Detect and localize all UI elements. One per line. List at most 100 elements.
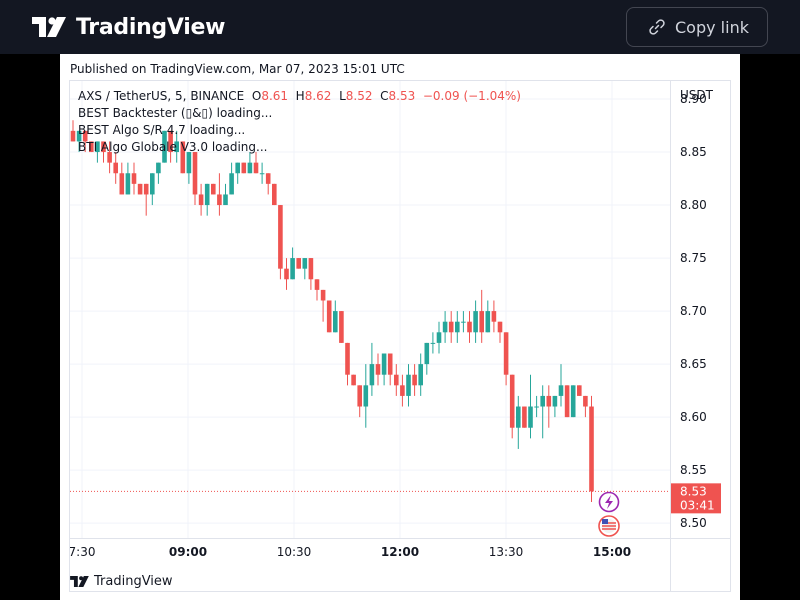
indicator-row[interactable]: BEST Algo S/R 4.7 loading... [78,123,246,137]
time-tick-label: 7:30 [70,545,95,559]
candle [119,162,125,195]
time-tick-label: 15:00 [593,545,631,559]
last-price-label: 8.53 [680,484,707,498]
candle [162,130,167,163]
candle [320,289,326,322]
price-tick-label: 8.50 [680,516,707,530]
candle [485,300,491,333]
chart-legend[interactable]: AXS / TetherUS, 5, BINANCE O8.61 H8.62 L… [78,88,521,156]
open-value: 8.61 [261,89,289,103]
brand-name: TradingView [76,14,226,40]
candle [296,258,301,269]
indicator-row[interactable]: BEST Backtester (▯&▯) loading... [78,106,273,120]
candle [479,289,484,343]
candle [186,152,192,184]
candle [534,395,539,418]
grid-lines [70,81,670,538]
candle [156,162,161,184]
chart-frame[interactable]: USDT 8.90 8.85 8.80 8.75 8.70 8.65 8.60 8.55 8.5… [69,80,731,592]
candle [546,385,552,428]
candle [113,152,118,184]
countdown-label: 03:41 [680,498,715,512]
candle [229,162,234,195]
tradingview-logo-icon [70,576,89,587]
candle [180,141,186,174]
candle [442,311,448,343]
candle [583,395,588,418]
time-tick-label: 13:30 [489,545,524,559]
dividends-icon[interactable] [598,491,620,513]
candle [522,406,527,428]
candle [369,342,375,396]
candle [400,374,405,407]
last-price-badge: 8.53 03:41 [671,483,721,514]
price-tick-label: 8.75 [680,251,707,265]
price-tick-label: 8.80 [680,198,707,212]
symbol-label: AXS / TetherUS, 5, BINANCE [78,89,245,103]
candle [174,130,179,163]
candle [107,141,112,174]
us-flag-icon[interactable] [598,515,620,537]
snapshot-card: Published on TradingView.com, Mar 07, 20… [60,54,740,600]
candle [387,353,393,386]
candle [345,342,350,386]
low-label: L [339,89,346,103]
candle [278,205,283,280]
candle [540,385,545,439]
candle [564,385,570,418]
ohlc-row: AXS / TetherUS, 5, BINANCE O8.61 H8.62 L… [78,88,521,105]
price-tick-label: 8.90 [680,92,707,106]
copy-link-button[interactable]: Copy link [626,7,768,47]
candle [473,300,478,343]
candle [308,258,314,290]
price-axis[interactable]: USDT 8.90 8.85 8.80 8.75 8.70 8.65 8.60 8.55 8.5… [680,88,714,530]
candle [570,385,576,418]
copy-link-label: Copy link [675,17,749,37]
footer-brand: TradingView [94,574,173,589]
price-chart[interactable]: USDT 8.90 8.85 8.80 8.75 8.70 8.65 8.60 8.55 8.5… [70,81,730,591]
candle [351,374,356,386]
candle [253,152,259,174]
top-bar: TradingView Copy link [0,0,800,54]
candle [552,395,558,418]
candle [241,162,247,174]
price-tick-label: 8.70 [680,304,707,318]
candle [357,385,362,418]
candle [339,311,344,343]
candle [467,311,472,343]
tradingview-logo[interactable]: TradingView [32,12,225,42]
candle [284,258,289,290]
candle [497,321,503,343]
candle [259,162,265,184]
candle [247,152,253,174]
candle [290,247,295,280]
candle [143,183,149,216]
candle [424,342,430,375]
candle [235,162,240,184]
price-tick-label: 8.85 [680,145,707,159]
candle [198,183,204,216]
footer-logo[interactable]: TradingView [70,574,173,589]
candle [204,183,210,216]
candle [95,141,100,163]
candle [302,258,308,280]
candle [436,321,442,354]
candle [82,130,88,153]
candle [192,152,198,206]
high-label: H [295,89,305,103]
candle [430,332,436,354]
indicator-row[interactable]: BTI Algo Globale V3.0 loading... [78,140,268,154]
time-tick-label: 12:00 [381,545,419,559]
candle [516,395,521,449]
candle [137,183,143,195]
candle [528,374,533,439]
candle [101,141,106,163]
candle [168,130,173,163]
candle [333,300,338,333]
time-axis[interactable]: 7:30 09:00 10:30 12:00 13:30 15:00 [70,545,631,559]
candle [381,353,387,386]
candle [558,364,564,407]
candle [223,183,228,206]
candle [394,364,399,396]
price-tick-label: 8.65 [680,357,707,371]
